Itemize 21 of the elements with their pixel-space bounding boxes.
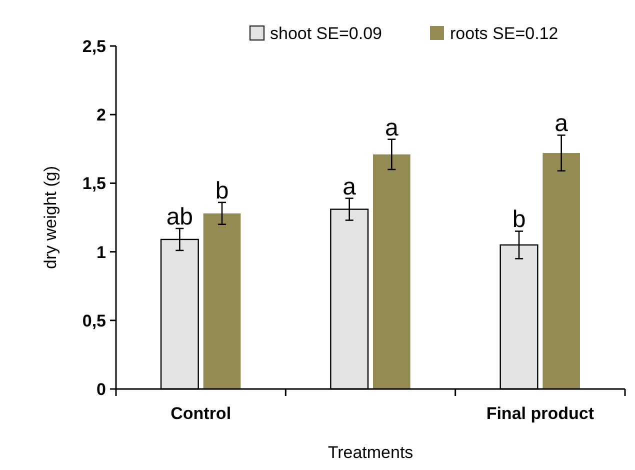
legend-label: roots SE=0.12 <box>450 24 558 43</box>
bar <box>203 213 241 389</box>
x-tick-label: Control <box>170 404 232 423</box>
data-label: b <box>512 206 526 234</box>
y-tick-label: 1,5 <box>82 174 106 194</box>
data-label: b <box>215 177 229 204</box>
y-tick-label: 1 <box>96 242 106 262</box>
y-tick-label: 2,5 <box>82 36 106 56</box>
x-axis-title: Treatments <box>328 443 414 462</box>
legend-label: shoot SE=0.09 <box>270 24 382 43</box>
data-label: ab <box>166 203 194 230</box>
data-label: a <box>384 114 399 142</box>
y-tick-label: 2 <box>96 106 106 125</box>
data-label: a <box>342 173 357 200</box>
y-tick-label: 0 <box>96 380 106 399</box>
y-tick-label: 0,5 <box>82 311 106 330</box>
bar <box>542 153 580 389</box>
y-axis-title: dry weight (g) <box>41 166 60 269</box>
x-tick-label: Final product <box>486 404 594 423</box>
data-label: a <box>554 110 569 138</box>
bar <box>373 154 410 389</box>
